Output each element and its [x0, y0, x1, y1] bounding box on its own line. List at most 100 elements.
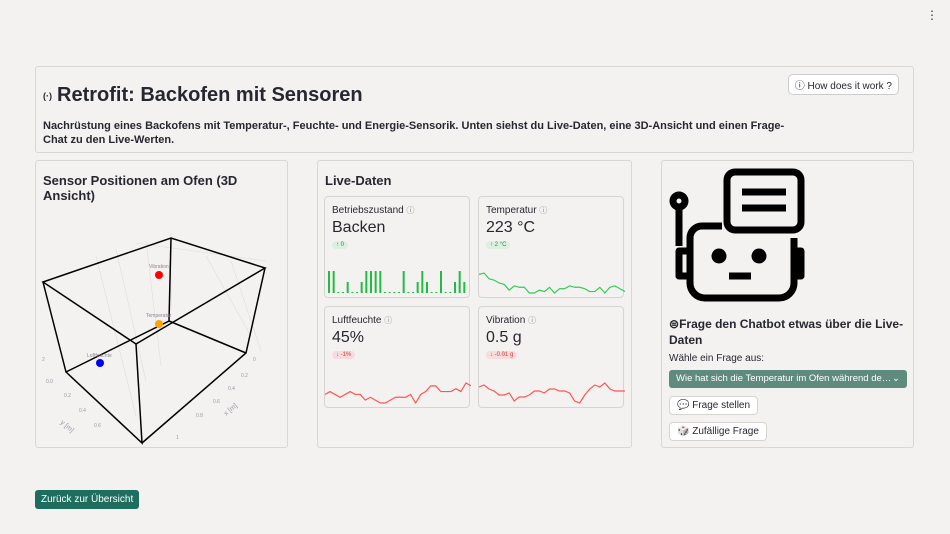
metric-delta: ↑ 0 [332, 241, 349, 249]
spark-bar [328, 271, 330, 293]
metric-label: Vibration ⓘ [486, 315, 536, 326]
metric-label-text: Temperatur [486, 205, 537, 216]
chat-question-text: Frage den Chatbot etwas über die Live-Da… [669, 317, 904, 347]
x-tick: 0.4 [228, 386, 235, 392]
ask-label: Frage stellen [692, 400, 751, 411]
metric-value: Backen [332, 219, 386, 236]
sparkline [325, 382, 471, 405]
metric-card-temperatur: Temperatur ⓘ 223 °C ↑ 2 °C [478, 196, 625, 298]
point-vibration[interactable] [155, 271, 163, 279]
spark-bar [393, 292, 396, 293]
metric-value: 45% [332, 329, 365, 346]
how-does-it-work-button[interactable]: ⓘ How does it work ? [787, 74, 899, 95]
metric-value: 0.5 g [486, 329, 522, 346]
help-icon: ⓘ [794, 81, 808, 92]
sensor-points: Vibration Temperatur Luftfeuchte [87, 264, 172, 367]
y-axis-label: y [m] [59, 419, 75, 434]
back-to-overview-button[interactable]: Zurück zur Übersicht [35, 490, 140, 509]
x-tick: 0.2 [241, 373, 248, 379]
spark-bar [463, 282, 466, 293]
spark-line [325, 382, 471, 405]
spark-bar [370, 271, 372, 293]
spark-bar [440, 271, 442, 293]
help-icon[interactable]: ⓘ [528, 316, 537, 325]
spark-line [479, 272, 625, 294]
metric-label-text: Vibration [486, 315, 526, 326]
sparkline [479, 272, 625, 294]
spark-bar [337, 292, 340, 293]
spark-bar [426, 282, 428, 293]
spark-bar [398, 292, 400, 293]
metric-delta: ↓ -0.01 g [486, 351, 518, 359]
help-icon[interactable]: ⓘ [406, 206, 415, 215]
page-title-text: Retrofit: Backofen mit Sensoren [57, 84, 363, 106]
spark-bar [430, 292, 433, 293]
ask-question-button[interactable]: 💬 Frage stellen [669, 396, 759, 415]
select-label: Wähle ein Frage aus: [669, 353, 765, 364]
sensor-panel: Sensor Positionen am Ofen (3D Ansicht) V… [35, 160, 288, 448]
spark-bar [360, 282, 363, 293]
spark-bar [351, 292, 354, 293]
help-icon[interactable]: ⓘ [539, 206, 548, 215]
metric-label: Betriebszustand ⓘ [332, 205, 415, 216]
metric-label-text: Betriebszustand [332, 205, 404, 216]
box-edges [41, 237, 267, 445]
label-vibration: Vibration [149, 264, 169, 270]
spark-bar [384, 292, 386, 293]
grid [95, 233, 267, 417]
3d-plot[interactable]: Vibration Temperatur Luftfeuchte 0 0.2 0… [36, 161, 289, 449]
spark-bar [454, 282, 456, 293]
spark-bar [346, 282, 349, 293]
spark-bar [379, 271, 382, 293]
y-tick: 0.4 [79, 408, 86, 414]
y-tick: 0.6 [94, 423, 101, 429]
metric-label: Temperatur ⓘ [486, 205, 547, 216]
spark-bar [402, 271, 405, 293]
chevron-down-icon: ⌄ [892, 373, 900, 384]
spark-bar [388, 292, 391, 293]
page-title: (·) Retrofit: Backofen mit Sensoren [43, 84, 363, 107]
spark-bar [435, 292, 438, 293]
metric-card-luftfeuchte: Luftfeuchte ⓘ 45% ↓ -1% [324, 306, 471, 408]
spark-bar [412, 292, 414, 293]
spark-bar [374, 271, 377, 293]
spark-bar [342, 292, 344, 293]
spark-bar [444, 292, 447, 293]
point-luftfeuchte[interactable] [96, 359, 104, 367]
point-temperatur[interactable] [155, 320, 163, 328]
kebab-menu-icon[interactable]: ⋮ [926, 8, 938, 22]
random-label: Zufällige Frage [692, 426, 759, 437]
spark-bar [421, 271, 424, 293]
y-tick: 0.2 [64, 393, 71, 399]
x-axis-label: x [m] [223, 402, 239, 417]
sparkline [479, 382, 625, 404]
spark-bar [365, 271, 368, 293]
x-tick: 0 [253, 357, 256, 363]
live-data-title: Live-Daten [325, 173, 392, 188]
random-question-button[interactable]: 🎲 Zufällige Frage [669, 422, 767, 441]
spark-bar [449, 292, 452, 293]
metric-label: Luftfeuchte ⓘ [332, 315, 392, 326]
sensor-icon: (·) [43, 90, 52, 101]
metric-value: 223 °C [486, 219, 536, 236]
spark-bar [407, 292, 410, 293]
sensor-panel-title: Sensor Positionen am Ofen (3D Ansicht) [43, 173, 238, 203]
metric-card-vibration: Vibration ⓘ 0.5 g ↓ -0.01 g [478, 306, 625, 408]
metric-delta: ↓ -1% [332, 351, 356, 359]
question-select[interactable]: Wie hat sich die Temperatur im Ofen währ… [669, 370, 907, 388]
how-label: How does it work ? [807, 81, 892, 92]
metric-label-text: Luftfeuchte [332, 315, 382, 326]
x-tick: 0.8 [196, 413, 203, 419]
page-description: Nachrüstung eines Backofens mit Temperat… [43, 120, 785, 146]
help-icon[interactable]: ⓘ [384, 316, 393, 325]
speech-bubble-icon: 💬 [677, 400, 693, 411]
chat-panel: ⊜Frage den Chatbot etwas über die Live-D… [661, 160, 914, 448]
y-tick: 0.0 [46, 379, 53, 385]
sparkline [328, 271, 466, 293]
label-temperatur: Temperatur [146, 313, 172, 319]
spark-line [479, 382, 625, 404]
metric-card-betriebszustand: Betriebszustand ⓘ Backen ↑ 0 [324, 196, 470, 298]
chat-question-title: ⊜Frage den Chatbot etwas über die Live-D… [669, 316, 904, 348]
chat-bubble-icon: ⊜ [669, 317, 680, 331]
